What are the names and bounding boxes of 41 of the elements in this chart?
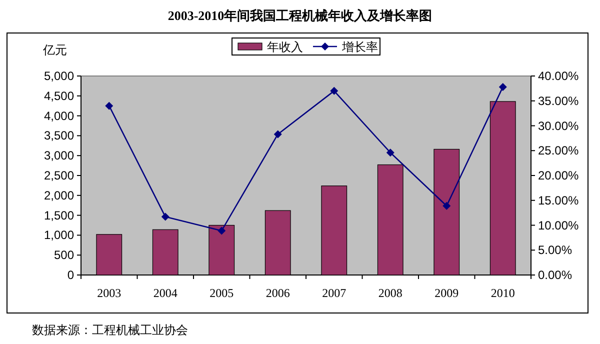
x-tick-label: 2005 bbox=[210, 286, 234, 300]
y2-tick-label: 25.00% bbox=[538, 144, 580, 158]
y2-tick-label: 40.00% bbox=[538, 69, 580, 83]
y-tick-label: 3,000 bbox=[44, 148, 74, 163]
y-tick-label: 4,000 bbox=[44, 108, 74, 123]
point bbox=[105, 102, 114, 110]
y-tick-label: 500 bbox=[54, 248, 74, 262]
y-tick-label: 3,500 bbox=[44, 128, 74, 143]
y-tick-label: 4,500 bbox=[44, 88, 74, 103]
x-tick-label: 2010 bbox=[490, 286, 515, 300]
x-tick-label: 2007 bbox=[322, 286, 346, 300]
legend-label: 增长率 bbox=[341, 40, 378, 54]
point bbox=[274, 130, 282, 138]
point bbox=[386, 148, 394, 157]
x-tick-label: 2008 bbox=[378, 286, 402, 300]
y-tick-label: 2,500 bbox=[44, 168, 74, 182]
y2-tick-label: 15.00% bbox=[538, 193, 580, 208]
y-axis-title: 亿元 bbox=[42, 43, 67, 57]
x-tick-label: 2006 bbox=[266, 286, 290, 300]
y2-tick-label: 20.00% bbox=[538, 168, 580, 182]
x-tick-label: 2004 bbox=[153, 286, 178, 300]
y2-tick-label: 0.00% bbox=[538, 268, 572, 282]
source-note: 数据来源：工程机械工业协会 bbox=[32, 323, 188, 337]
y2-tick-label: 5.00% bbox=[538, 243, 572, 258]
point bbox=[161, 212, 170, 221]
y-tick-label: 1,500 bbox=[44, 208, 74, 222]
y-tick-label: 0 bbox=[67, 268, 74, 282]
chart-title: 2003-2010年间我国工程机械年收入及增长率图 bbox=[168, 8, 432, 23]
y2-tick-label: 35.00% bbox=[538, 94, 580, 108]
x-tick-label: 2009 bbox=[434, 286, 459, 300]
point bbox=[498, 82, 507, 91]
y-tick-label: 1,000 bbox=[44, 228, 74, 242]
x-tick-label: 2003 bbox=[97, 286, 122, 300]
legend-label: 年收入 bbox=[267, 40, 303, 54]
point bbox=[442, 202, 451, 210]
point bbox=[218, 226, 226, 235]
y2-tick-label: 30.00% bbox=[538, 118, 580, 133]
point bbox=[330, 86, 338, 95]
y-tick-label: 5,000 bbox=[44, 69, 74, 83]
y2-tick-label: 10.00% bbox=[538, 218, 580, 232]
y-tick-label: 2,000 bbox=[44, 188, 74, 202]
